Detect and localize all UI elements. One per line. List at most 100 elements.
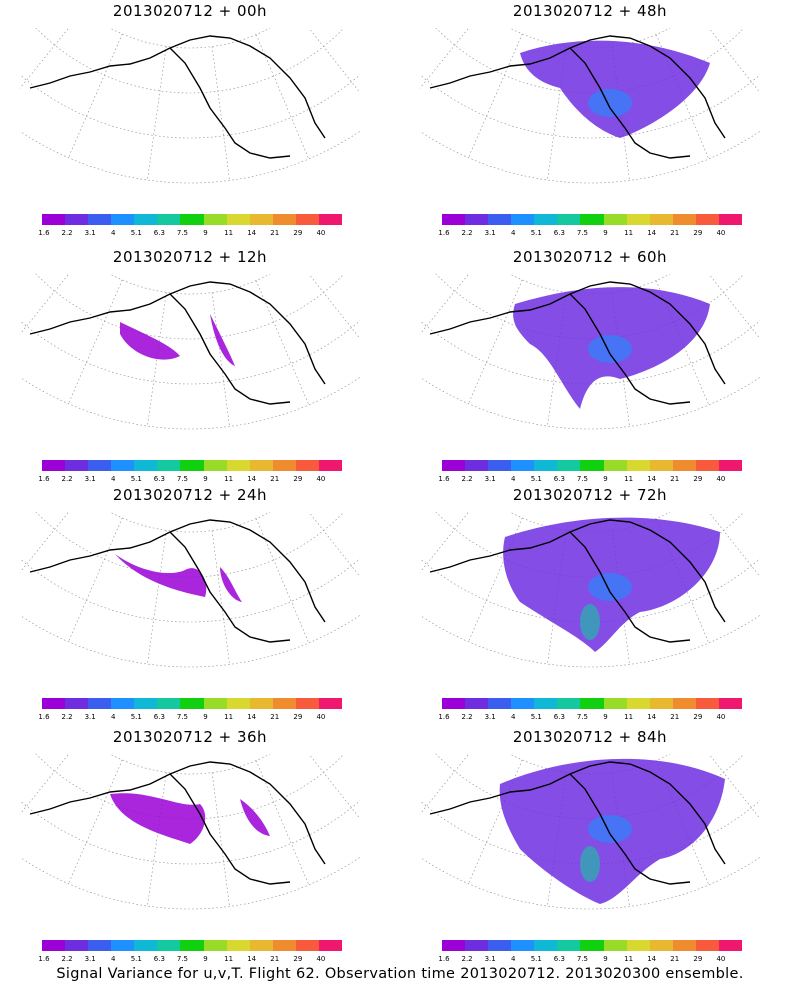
- colorbar-swatch: [272, 460, 296, 471]
- graticule-meridian: [20, 754, 70, 815]
- colorbar-swatch: [557, 214, 581, 225]
- coastline: [569, 293, 691, 405]
- colorbar-tick-label: 29: [693, 713, 703, 721]
- colorbar-swatch: [42, 460, 66, 471]
- colorbar-tick-label: 21: [670, 713, 680, 721]
- colorbar-swatch: [42, 698, 66, 709]
- colorbar-swatch: [649, 940, 673, 951]
- colorbar-swatch: [203, 214, 227, 225]
- colorbar-swatch: [534, 940, 558, 951]
- colorbar-tick-label: 14: [647, 475, 657, 483]
- colorbar: [42, 698, 343, 709]
- colorbar-swatch: [695, 460, 719, 471]
- panel-00h: 2013020712 + 00h 1.6 2.2 3.1 4 5.1 6.3 7.5 9 11 1…: [0, 0, 380, 240]
- graticule-meridian: [308, 512, 360, 578]
- colorbar-swatch: [695, 940, 719, 951]
- coastline: [569, 773, 691, 885]
- map-12h: [20, 274, 360, 430]
- graticule-arc: [20, 320, 360, 385]
- graticule-meridian: [147, 292, 167, 427]
- graticule-meridian: [547, 292, 567, 427]
- colorbar-tick-label: 1.6: [438, 713, 450, 721]
- coastline: [429, 519, 726, 623]
- colorbar-tick-label: 6.3: [153, 475, 165, 483]
- figure-caption: Signal Variance for u,v,T. Flight 62. Ob…: [56, 966, 744, 982]
- panel-36h: 2013020712 + 36h 1.6 2.2 3.1 4 5.1 6.3 7.5 9 11 1…: [0, 726, 380, 966]
- graticule-meridian: [468, 517, 523, 642]
- graticule-meridian: [308, 754, 360, 820]
- colorbar-swatch: [226, 460, 250, 471]
- graticule-meridian: [727, 274, 760, 304]
- colorbar-tick-label: 9: [603, 475, 608, 483]
- colorbar-swatch: [111, 460, 135, 471]
- colorbar-swatch: [511, 460, 535, 471]
- colorbar-tick-label: 7.5: [176, 713, 189, 721]
- colorbar-swatch: [626, 214, 650, 225]
- colorbar-swatch: [65, 460, 89, 471]
- graticule-arc: [35, 274, 345, 340]
- colorbar-swatch: [488, 214, 512, 225]
- colorbar-tick-label: 5.1: [130, 713, 142, 721]
- colorbar-swatch: [65, 940, 89, 951]
- colorbar-swatch: [511, 940, 535, 951]
- graticule-meridian: [20, 512, 70, 573]
- colorbar-swatch: [42, 940, 66, 951]
- colorbar-swatch: [718, 460, 743, 471]
- colorbar-tick-label: 9: [203, 229, 208, 237]
- colorbar-swatch: [134, 214, 158, 225]
- colorbar-tick-label: 29: [693, 955, 703, 963]
- colorbar-swatch: [442, 214, 466, 225]
- graticule-meridian: [211, 772, 230, 907]
- graticule-meridian: [420, 512, 470, 573]
- colorbar-tick-label: 6.3: [553, 713, 565, 721]
- colorbar-tick-label: 3.1: [84, 229, 96, 237]
- panel-title: 2013020712 + 36h: [112, 728, 268, 746]
- map-84h: [420, 754, 760, 910]
- graticule-meridian: [20, 274, 52, 301]
- colorbar-swatch: [134, 460, 158, 471]
- colorbar-tick-label: 5.1: [130, 229, 142, 237]
- colorbar-ticks: 1.6 2.2 3.1 4 5.1 6.3 7.5 9 11 14 21 29 40: [438, 475, 742, 485]
- colorbar-tick-label: 29: [293, 713, 303, 721]
- colorbar-tick-label: 4: [110, 475, 116, 483]
- panel-84h: 2013020712 + 84h 1.6 2.2 3.1 4 5.1 6.3 7.5 9 11 1…: [400, 726, 780, 966]
- panel-60h: 2013020712 + 60h 1.6 2.2 3.1 4 5.1 6.3 7.5 9 11 1…: [400, 246, 780, 486]
- colorbar-tick-label: 11: [624, 475, 634, 483]
- colorbar-tick-label: 11: [224, 475, 234, 483]
- colorbar: [442, 698, 743, 709]
- colorbar-tick-label: 7.5: [576, 713, 589, 721]
- graticule-meridian: [211, 292, 230, 427]
- colorbar-tick-label: 40: [716, 713, 726, 721]
- graticule-meridian: [147, 530, 167, 665]
- variance-region: [115, 554, 207, 597]
- colorbar-swatch: [534, 698, 558, 709]
- coastline: [429, 35, 726, 139]
- colorbar-swatch: [511, 214, 535, 225]
- colorbar-tick-label: 7.5: [176, 229, 189, 237]
- colorbar-swatch: [465, 940, 489, 951]
- map-00h: [20, 28, 360, 184]
- graticule-meridian: [468, 279, 523, 404]
- graticule-meridian: [68, 279, 123, 404]
- colorbar-tick-label: 5.1: [530, 229, 542, 237]
- colorbar-swatch: [65, 214, 89, 225]
- graticule-meridian: [255, 518, 310, 644]
- colorbar-ticks: 1.6 2.2 3.1 4 5.1 6.3 7.5 9 11 14 21 29 40: [38, 475, 342, 485]
- colorbar-swatch: [695, 214, 719, 225]
- panel-48h: 2013020712 + 48h 1.6 2.2 3.1 4 5.1 6.3 7.5 9 11 1…: [400, 0, 780, 240]
- variance-region: [220, 567, 242, 602]
- map-36h: [20, 754, 360, 910]
- colorbar-tick-label: 1.6: [38, 955, 50, 963]
- colorbar-swatch: [180, 940, 204, 951]
- colorbar-tick-label: 1.6: [438, 229, 450, 237]
- colorbar-tick-label: 11: [224, 713, 234, 721]
- colorbar-tick-label: 6.3: [153, 955, 165, 963]
- colorbar-tick-label: 7.5: [176, 475, 189, 483]
- colorbar-swatch: [603, 214, 627, 225]
- panel-24h: 2013020712 + 24h 1.6 2.2 3.1 4 5.1 6.3 7.5 9 11 1…: [0, 484, 380, 724]
- colorbar-swatch: [557, 698, 581, 709]
- graticule-meridian: [468, 759, 523, 884]
- colorbar-swatch: [157, 698, 181, 709]
- graticule-meridian: [147, 46, 167, 181]
- colorbar-tick-label: 3.1: [484, 229, 496, 237]
